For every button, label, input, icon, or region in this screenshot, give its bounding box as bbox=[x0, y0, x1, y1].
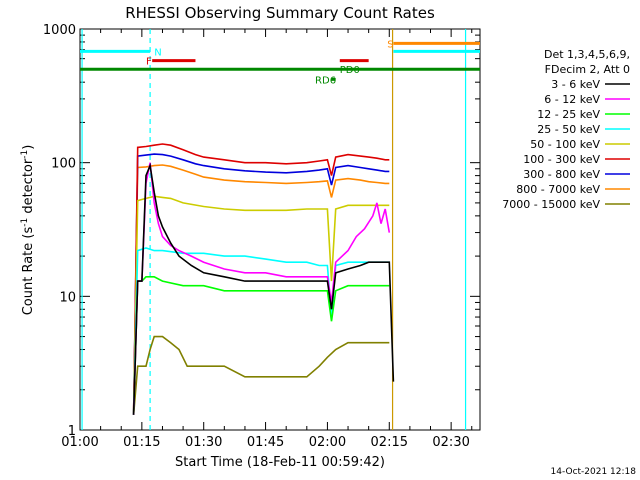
footer-date: 14-Oct-2021 12:18 bbox=[551, 467, 637, 477]
flag-bars: N S F PD0 RD6 bbox=[80, 39, 480, 86]
flag-label: S bbox=[387, 39, 393, 50]
chart-title: RHESSI Observing Summary Count Rates bbox=[125, 4, 435, 22]
y-tick-label: 1 bbox=[68, 424, 76, 439]
legend-item-label: 300 - 800 keV bbox=[523, 168, 600, 181]
legend-item-label: 12 - 25 keV bbox=[537, 108, 600, 121]
x-tick-label: 01:15 bbox=[123, 435, 160, 450]
legend: Det 1,3,4,5,6,9, FDecim 2, Att 0 3 - 6 keV… bbox=[502, 48, 630, 211]
y-axis-label: Count Rate (s-1 detector-1) bbox=[20, 145, 36, 316]
series-line bbox=[132, 335, 390, 415]
vertical-markers bbox=[81, 29, 467, 430]
flag-label: N bbox=[154, 47, 161, 58]
series-line bbox=[132, 153, 390, 415]
series-line bbox=[132, 195, 390, 415]
x-axis: 01:00 01:15 01:30 01:45 02:00 02:15 02:30 bbox=[61, 29, 473, 450]
x-tick-label: 01:00 bbox=[61, 435, 98, 450]
x-tick-label: 02:30 bbox=[432, 435, 469, 450]
legend-header: FDecim 2, Att 0 bbox=[545, 63, 630, 76]
series-line bbox=[132, 276, 390, 415]
x-tick-label: 01:30 bbox=[185, 435, 222, 450]
x-tick-label: 02:15 bbox=[371, 435, 408, 450]
series-line bbox=[132, 247, 390, 415]
series-line bbox=[132, 164, 390, 415]
flag-label: PD0 bbox=[340, 65, 360, 76]
flag-label: RD6 bbox=[315, 75, 336, 86]
series-line bbox=[132, 143, 390, 415]
x-tick-label: 02:00 bbox=[309, 435, 346, 450]
y-axis: 1 10 100 1000 bbox=[43, 23, 480, 439]
legend-header: Det 1,3,4,5,6,9, bbox=[544, 48, 630, 61]
y-tick-label: 1000 bbox=[43, 23, 76, 38]
plot-frame bbox=[79, 28, 481, 431]
y-tick-label: 100 bbox=[51, 157, 76, 172]
flag-label: F bbox=[146, 57, 152, 68]
x-tick-label: 01:45 bbox=[247, 435, 284, 450]
legend-item-label: 100 - 300 keV bbox=[523, 153, 600, 166]
legend-item-label: 800 - 7000 keV bbox=[516, 183, 600, 196]
legend-item-label: 6 - 12 keV bbox=[544, 93, 600, 106]
legend-item-label: 25 - 50 keV bbox=[537, 123, 600, 136]
series-line bbox=[132, 162, 395, 415]
series-lines bbox=[132, 143, 395, 415]
series-line bbox=[132, 162, 391, 415]
legend-item-label: 3 - 6 keV bbox=[551, 78, 600, 91]
legend-item-label: 50 - 100 keV bbox=[530, 138, 600, 151]
legend-item-label: 7000 - 15000 keV bbox=[502, 198, 600, 211]
y-tick-label: 10 bbox=[59, 290, 76, 305]
x-axis-label: Start Time (18-Feb-11 00:59:42) bbox=[175, 455, 385, 470]
